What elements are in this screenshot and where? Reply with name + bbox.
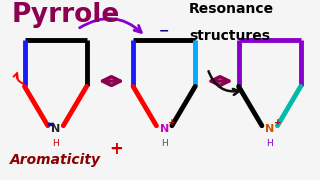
Text: H: H (266, 139, 273, 148)
Text: H: H (161, 139, 168, 148)
Text: Aromaticity: Aromaticity (10, 153, 101, 167)
Text: Resonance: Resonance (189, 3, 274, 17)
Text: +: + (109, 140, 123, 158)
Text: structures: structures (189, 29, 270, 43)
Text: N: N (265, 124, 274, 134)
Text: N: N (160, 124, 169, 134)
Text: Pyrrole: Pyrrole (12, 3, 120, 28)
Text: N: N (51, 124, 60, 134)
Text: +: + (168, 118, 176, 127)
Text: H: H (52, 139, 59, 148)
Text: −: − (159, 24, 169, 38)
Text: +: + (274, 118, 281, 127)
